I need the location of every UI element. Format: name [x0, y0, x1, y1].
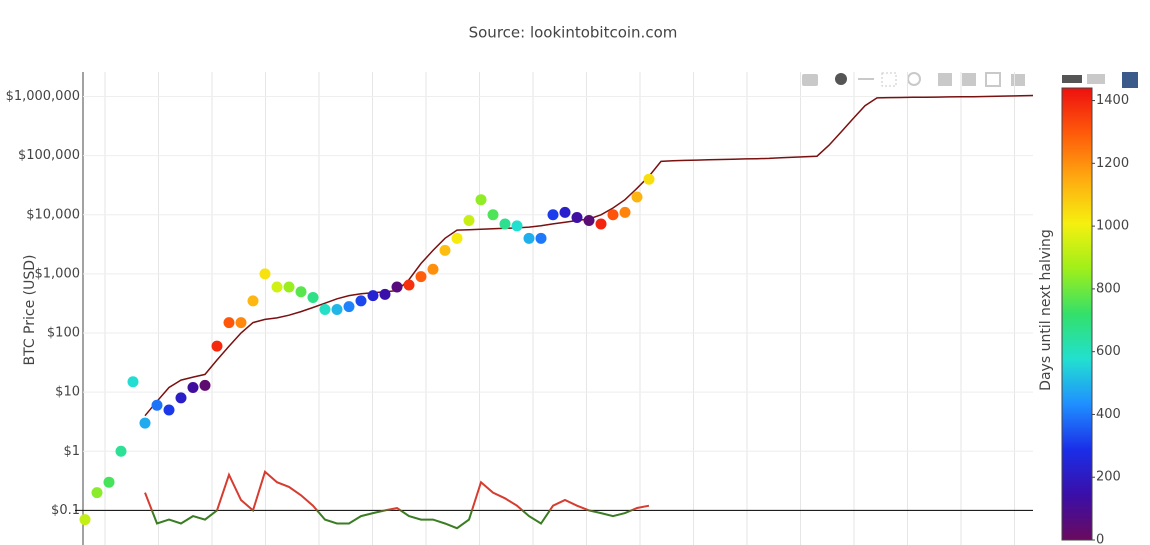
colorbar-tick-label: 0 [1096, 533, 1104, 545]
y-tick-label: $10,000 [26, 207, 80, 222]
colorbar-tick-label: 200 [1096, 470, 1121, 485]
price-point [439, 244, 451, 256]
price-point [139, 417, 151, 429]
price-point [175, 392, 187, 404]
price-point [235, 317, 247, 329]
price-point [403, 279, 415, 291]
camera-icon[interactable] [802, 74, 818, 86]
y-tick-label: $1,000,000 [6, 89, 80, 104]
price-point [355, 295, 367, 307]
colorbar-title: Days until next halving [1038, 229, 1054, 391]
price-point [199, 379, 211, 391]
price-point [163, 404, 175, 416]
price-point [451, 232, 463, 244]
y-tick-label: $1 [63, 444, 80, 459]
y-tick-label: $100,000 [18, 148, 80, 163]
price-point [427, 263, 439, 275]
autoscale-icon[interactable] [985, 72, 1001, 87]
price-point [259, 268, 271, 280]
price-point [271, 281, 283, 293]
price-point [523, 232, 535, 244]
price-point [127, 376, 139, 388]
price-point [115, 445, 127, 457]
y-tick-label: $100 [47, 326, 80, 341]
price-point [595, 218, 607, 230]
price-point [391, 281, 403, 293]
price-point [223, 317, 235, 329]
zoom-in-icon[interactable] [938, 73, 952, 86]
model-line [144, 94, 1034, 417]
price-point [547, 209, 559, 221]
price-point [487, 209, 499, 221]
price-point [79, 514, 91, 526]
price-point [583, 215, 595, 227]
price-point [367, 290, 379, 302]
price-point [475, 194, 487, 206]
spike-icon[interactable] [1062, 75, 1082, 83]
colorbar-tick-label: 600 [1096, 344, 1121, 359]
price-point [91, 487, 103, 499]
price-point [307, 291, 319, 303]
price-point [187, 381, 199, 393]
chart-subtitle: Source: lookintobitcoin.com [469, 24, 678, 42]
price-point [463, 215, 475, 227]
y-tick-label: $10 [55, 385, 80, 400]
price-point [319, 304, 331, 316]
price-point [379, 288, 391, 300]
y-tick-label: $1,000 [35, 266, 81, 281]
colorbar [1061, 87, 1093, 541]
price-point [559, 206, 571, 218]
price-point [103, 476, 115, 488]
price-point [631, 191, 643, 203]
colorbar-tick-label: 1400 [1096, 93, 1129, 108]
price-point [607, 209, 619, 221]
zoom-icon[interactable] [835, 73, 847, 85]
plotly-logo[interactable] [1122, 72, 1138, 88]
price-point [151, 399, 163, 411]
price-point [619, 206, 631, 218]
price-point [415, 271, 427, 283]
price-point [331, 304, 343, 316]
y-tick-label: $0.1 [51, 503, 80, 518]
price-point [511, 220, 523, 232]
select-icon[interactable] [881, 72, 897, 87]
price-point [571, 211, 583, 223]
modebar [802, 72, 1138, 88]
lasso-icon[interactable] [907, 72, 921, 86]
price-point [535, 232, 547, 244]
zoom-out-icon[interactable] [962, 73, 976, 86]
price-point [295, 286, 307, 298]
price-point [211, 340, 223, 352]
colorbar-tick-label: 800 [1096, 281, 1121, 296]
oscillator-line-above [144, 470, 650, 511]
colorbar-tick-label: 1200 [1096, 156, 1129, 171]
pan-icon[interactable] [858, 78, 874, 80]
price-point [247, 295, 259, 307]
colorbar-tick-label: 1000 [1096, 219, 1129, 234]
price-point [283, 281, 295, 293]
price-point [343, 301, 355, 313]
price-point [499, 218, 511, 230]
colorbar-tick-label: 400 [1096, 407, 1121, 422]
price-point [643, 173, 655, 185]
hover-icon[interactable] [1087, 74, 1105, 84]
reset-icon[interactable] [1011, 74, 1025, 86]
y-axis-title: BTC Price (USD) [22, 254, 38, 365]
